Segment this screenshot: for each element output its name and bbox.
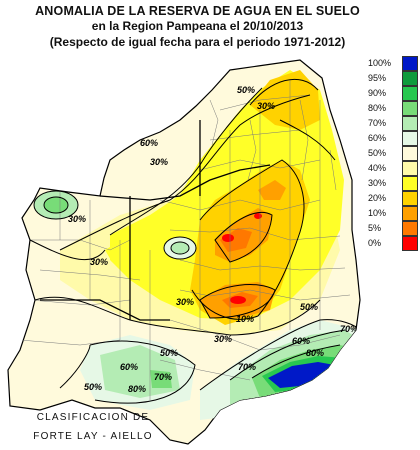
legend-swatch bbox=[402, 206, 418, 221]
isoline-label: 70% bbox=[238, 362, 256, 372]
isoline-label: 30% bbox=[90, 257, 108, 267]
zone-20-percent-north bbox=[250, 70, 320, 130]
isoline-label: 10% bbox=[236, 314, 254, 324]
legend-label: 60% bbox=[368, 133, 387, 143]
legend-swatch bbox=[402, 101, 418, 116]
province-boundaries bbox=[40, 120, 271, 321]
legend-swatch bbox=[402, 146, 418, 161]
legend-item: 100% bbox=[366, 56, 420, 71]
credit-line-2: FORTE LAY - AIELLO bbox=[33, 431, 153, 442]
legend-label: 30% bbox=[368, 178, 387, 188]
legend-item: 80% bbox=[366, 101, 420, 116]
isoline-label: 80% bbox=[128, 384, 146, 394]
isoline-label: 70% bbox=[154, 372, 172, 382]
legend-label: 80% bbox=[368, 103, 387, 113]
legend-swatch bbox=[402, 116, 418, 131]
isoline-label: 80% bbox=[306, 348, 324, 358]
zone-80-percent-northwest bbox=[44, 197, 68, 213]
legend-label: 70% bbox=[368, 118, 387, 128]
legend-item: 20% bbox=[366, 191, 420, 206]
isoline-label: 60% bbox=[140, 138, 158, 148]
credit-line-1: CLASIFICACION DE bbox=[36, 412, 150, 423]
legend-label: 90% bbox=[368, 88, 387, 98]
isoline-label: 30% bbox=[68, 214, 86, 224]
legend-label: 95% bbox=[368, 73, 387, 83]
isoline-label: 50% bbox=[237, 85, 255, 95]
map-subtitle-date: en la Region Pampeana el 20/10/2013 bbox=[91, 19, 304, 33]
legend-label: 0% bbox=[368, 238, 382, 248]
legend-item: 70% bbox=[366, 116, 420, 131]
legend-swatch bbox=[402, 176, 418, 191]
isoline-label: 30% bbox=[257, 101, 275, 111]
legend-swatch bbox=[402, 236, 418, 251]
isoline-label: 50% bbox=[300, 302, 318, 312]
isoline-label: 30% bbox=[176, 297, 194, 307]
classification-credit: CLASIFICACION DE FORTE LAY - AIELLO bbox=[14, 408, 172, 446]
isoline-label: 50% bbox=[160, 348, 178, 358]
legend-item: 90% bbox=[366, 86, 420, 101]
isolines bbox=[29, 78, 360, 404]
zone-0-percent-a bbox=[222, 234, 234, 242]
legend-item: 60% bbox=[366, 131, 420, 146]
isoline-label: 30% bbox=[150, 157, 168, 167]
legend-swatch bbox=[402, 71, 418, 86]
legend-label: 20% bbox=[368, 193, 387, 203]
isoline-label: 70% bbox=[340, 324, 358, 334]
legend-item: 40% bbox=[366, 161, 420, 176]
isoline-labels: 50% 30% 60% 30% 30% 30% 10% 30% 50% 30% … bbox=[68, 85, 358, 394]
isoline-label: 50% bbox=[84, 382, 102, 392]
zone-5-percent bbox=[220, 228, 252, 252]
map-subtitle-reference: (Respecto de igual fecha para el periodo… bbox=[49, 35, 346, 49]
legend-item: 30% bbox=[366, 176, 420, 191]
zone-0-percent-c bbox=[254, 213, 262, 219]
legend-label: 10% bbox=[368, 208, 387, 218]
legend-swatch bbox=[402, 56, 418, 71]
legend-item: 10% bbox=[366, 206, 420, 221]
zone-80-percent-southwest bbox=[150, 370, 172, 388]
zone-0-percent-b bbox=[230, 296, 246, 304]
legend-swatch bbox=[402, 191, 418, 206]
isoline-label: 60% bbox=[292, 336, 310, 346]
legend-swatch bbox=[402, 161, 418, 176]
zone-70-percent-center bbox=[171, 242, 189, 254]
legend-label: 50% bbox=[368, 148, 387, 158]
legend-swatch bbox=[402, 221, 418, 236]
soil-water-anomaly-map: 50% 30% 60% 30% 30% 30% 10% 30% 50% 30% … bbox=[7, 59, 361, 445]
zone-10-percent-north bbox=[258, 180, 286, 200]
legend-label: 5% bbox=[368, 223, 382, 233]
isoline-label: 30% bbox=[214, 334, 232, 344]
legend-item: 0% bbox=[366, 236, 420, 251]
isoline-label: 60% bbox=[120, 362, 138, 372]
legend-item: 50% bbox=[366, 146, 420, 161]
legend-item: 5% bbox=[366, 221, 420, 236]
legend-swatch bbox=[402, 86, 418, 101]
map-title: ANOMALIA DE LA RESERVA DE AGUA EN EL SUE… bbox=[35, 4, 360, 18]
legend-label: 40% bbox=[368, 163, 387, 173]
legend-item: 95% bbox=[366, 71, 420, 86]
legend-label: 100% bbox=[368, 58, 392, 68]
legend-swatch bbox=[402, 131, 418, 146]
